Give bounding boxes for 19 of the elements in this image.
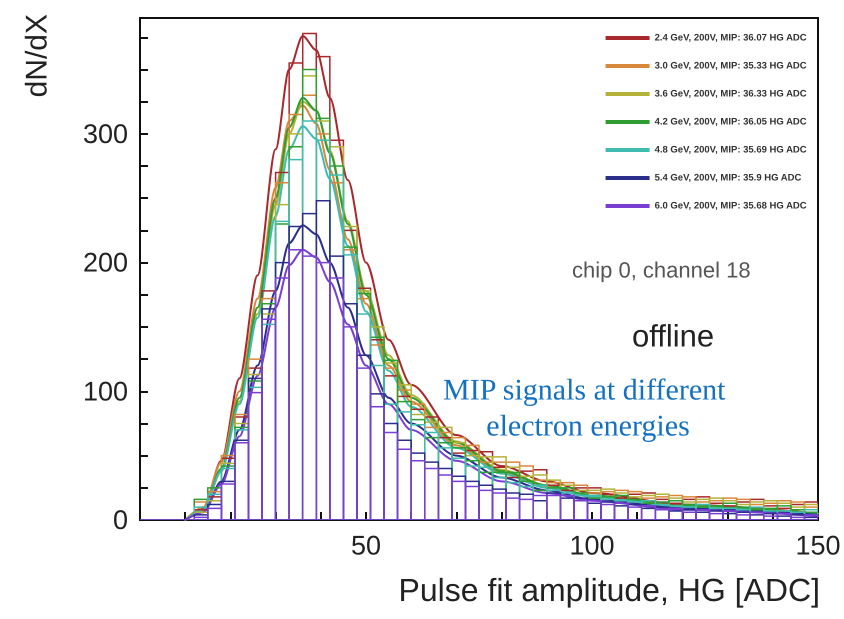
legend-label: 4.8 GeV, 200V, MIP: 35.69 HG ADC <box>654 144 807 156</box>
y-axis-title: dN/dX <box>20 14 54 98</box>
y-tick-label: 200 <box>82 248 128 278</box>
legend-label: 4.2 GeV, 200V, MIP: 36.05 HG ADC <box>654 116 807 128</box>
x-axis-title: Pulse fit amplitude, HG [ADC] <box>398 572 820 608</box>
annotation: chip 0, channel 18 <box>572 258 751 282</box>
legend-label: 3.0 GeV, 200V, MIP: 35.33 HG ADC <box>654 60 807 72</box>
x-tick-label: 150 <box>795 530 841 560</box>
legend-label: 3.6 GeV, 200V, MIP: 36.33 HG ADC <box>654 88 807 100</box>
legend-label: 5.4 GeV, 200V, MIP: 35.9 HG ADC <box>654 172 802 184</box>
annotation: MIP signals at different electron energies <box>443 374 733 442</box>
y-tick-label: 300 <box>82 118 128 149</box>
legend-label: 6.0 GeV, 200V, MIP: 35.68 HG ADC <box>654 200 807 212</box>
y-tick-label: 100 <box>82 376 128 406</box>
annotation: offline <box>632 318 714 354</box>
y-tick-label: 0 <box>112 505 128 535</box>
x-tick-label: 50 <box>350 530 382 560</box>
legend-label: 2.4 GeV, 200V, MIP: 36.07 HG ADC <box>654 32 807 44</box>
x-tick-label: 100 <box>569 530 615 560</box>
